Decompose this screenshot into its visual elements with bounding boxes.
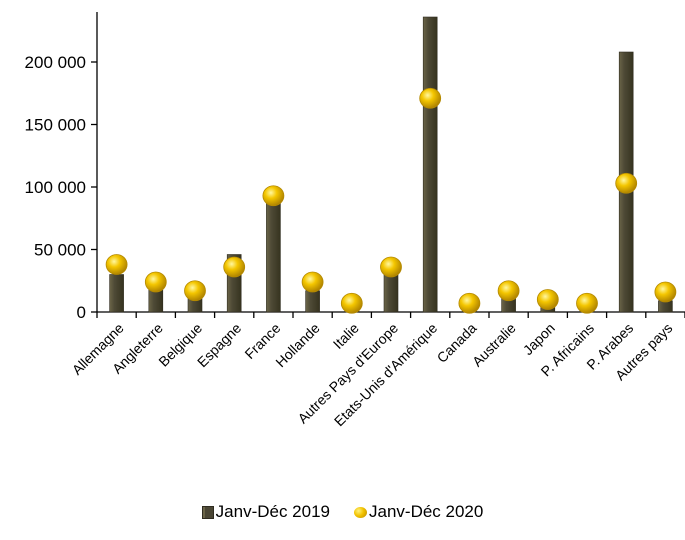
- category-labels: AllemagneAngleterreBelgiqueEspagneFrance…: [69, 320, 676, 430]
- marker-2020: [105, 254, 128, 275]
- marker-2020: [340, 292, 363, 314]
- y-tick-label: 100 000: [25, 178, 86, 197]
- marker-2020: [419, 87, 442, 109]
- y-tick-label: 0: [77, 303, 86, 322]
- y-tick-label: 50 000: [34, 241, 86, 260]
- marker-2020: [536, 289, 559, 310]
- bar-2019: [383, 274, 399, 313]
- y-tick-label: 200 000: [25, 53, 86, 72]
- x-category-label: Australie: [469, 320, 519, 370]
- marker-2020: [380, 256, 402, 278]
- legend: Janv-Déc 2019 Janv-Déc 2020: [0, 502, 685, 522]
- legend-dot-swatch-icon: [354, 506, 367, 518]
- chart: 0 50 000 100 000 150 000 200 000 AllemagneAn…: [25, 12, 685, 430]
- marker-2020: [654, 281, 677, 303]
- x-category-label: Hollande: [272, 320, 323, 371]
- legend-label-2019: Janv-Déc 2019: [215, 502, 330, 521]
- bar-2019: [109, 274, 124, 313]
- bar-2019: [305, 290, 320, 313]
- marker-2020: [144, 271, 167, 293]
- axes: 0 50 000 100 000 150 000 200 000: [25, 12, 685, 322]
- marker-2020: [184, 280, 206, 302]
- bar-2019: [422, 16, 438, 313]
- x-category-label: Italie: [330, 320, 362, 352]
- marker-2020: [615, 172, 638, 194]
- legend-bar-swatch-icon: [201, 505, 214, 519]
- bar-2019: [658, 300, 673, 313]
- x-category-label: Espagne: [194, 320, 245, 371]
- marker-2020: [497, 280, 520, 302]
- marker-2020: [223, 256, 246, 278]
- marker-2020: [458, 292, 481, 314]
- markers-2020: [105, 87, 677, 314]
- y-tick-label: 150 000: [25, 116, 86, 135]
- legend-item-2020: Janv-Déc 2020: [354, 502, 483, 522]
- marker-2020: [262, 185, 285, 207]
- legend-item-2019: Janv-Déc 2019: [201, 502, 330, 522]
- bar-2019: [266, 199, 281, 313]
- legend-label-2020: Janv-Déc 2020: [369, 502, 484, 521]
- marker-2020: [301, 271, 324, 293]
- marker-2020: [576, 292, 598, 314]
